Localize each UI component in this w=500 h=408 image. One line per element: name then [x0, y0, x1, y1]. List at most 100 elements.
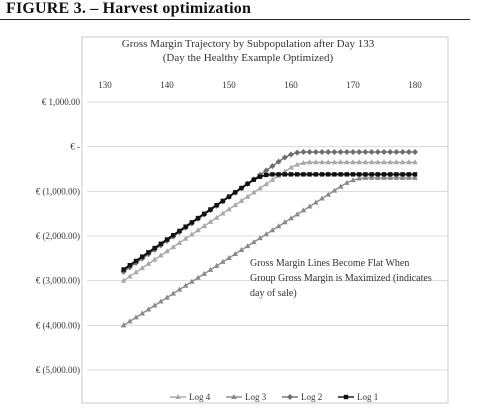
data-point: [171, 233, 176, 238]
data-point: [213, 262, 220, 268]
data-point: [189, 220, 194, 225]
data-point: [300, 149, 307, 156]
data-point: [245, 181, 250, 186]
data-point: [139, 310, 145, 316]
data-point: [393, 149, 400, 156]
data-point: [301, 172, 306, 177]
data-point: [350, 172, 356, 177]
data-point: [393, 174, 400, 180]
data-point: [152, 245, 157, 251]
data-point: [356, 149, 363, 156]
y-tick-label: € (3,000.00): [36, 276, 80, 286]
y-tick-label: € (4,000.00): [36, 320, 80, 330]
series-group: [120, 149, 418, 328]
data-point: [251, 239, 257, 245]
data-point: [399, 159, 406, 165]
x-tick-label: 150: [222, 80, 236, 90]
data-point: [251, 189, 257, 195]
data-point: [208, 207, 213, 212]
data-point: [406, 159, 412, 165]
data-point: [405, 149, 412, 156]
data-point: [369, 172, 374, 177]
data-point: [170, 244, 176, 250]
data-point: [140, 254, 145, 259]
series-log-1: [121, 172, 418, 272]
data-point: [356, 159, 362, 165]
data-point: [176, 286, 183, 292]
data-point: [344, 172, 349, 177]
data-point: [295, 172, 300, 177]
data-point: [251, 177, 256, 182]
data-point: [343, 394, 349, 400]
data-point: [195, 227, 201, 233]
data-point: [306, 159, 313, 165]
data-point: [362, 159, 369, 165]
data-point: [120, 277, 127, 283]
data-point: [195, 274, 201, 280]
data-point: [294, 149, 301, 156]
data-point: [270, 172, 275, 177]
data-point: [319, 195, 325, 201]
legend-label: Log 2: [301, 392, 322, 402]
data-point: [350, 177, 356, 183]
annotation-text: Gross Margin Lines Become Flat When Grou…: [250, 258, 434, 299]
data-point: [337, 159, 344, 165]
data-point: [145, 260, 152, 266]
data-point: [201, 270, 207, 276]
data-point: [331, 159, 338, 165]
data-point: [368, 159, 375, 165]
data-point: [189, 278, 195, 284]
data-point: [151, 256, 158, 262]
chart-title: Gross Margin Trajectory by Subpopulation…: [122, 38, 375, 50]
figure-title: FIGURE 3. – Harvest optimization: [6, 0, 252, 17]
data-point: [399, 174, 406, 180]
data-point: [412, 172, 418, 177]
data-point: [294, 211, 300, 217]
annotation: Gross Margin Lines Become Flat When Grou…: [250, 258, 434, 299]
x-tick-label: 130: [98, 80, 112, 90]
data-point: [375, 159, 381, 165]
data-point: [381, 172, 387, 177]
data-point: [226, 206, 232, 212]
data-point: [232, 202, 238, 208]
data-point: [350, 159, 356, 165]
legend-label: Log 1: [357, 392, 378, 402]
data-point: [412, 159, 418, 165]
data-point: [325, 191, 331, 197]
data-point: [220, 210, 226, 216]
data-point: [226, 254, 232, 260]
data-point: [331, 149, 338, 156]
series-log-3: [120, 174, 418, 328]
chart-frame: [81, 36, 449, 404]
data-point: [182, 235, 189, 241]
data-point: [213, 214, 220, 220]
data-point: [202, 211, 207, 216]
data-point: [133, 314, 139, 320]
data-point: [381, 174, 387, 180]
data-point: [319, 149, 325, 156]
x-tick-label: 160: [284, 80, 298, 90]
data-point: [263, 231, 269, 237]
data-point: [120, 322, 127, 328]
data-point: [374, 149, 381, 156]
legend-label: Log 4: [189, 392, 211, 402]
data-point: [257, 235, 263, 241]
data-point: [394, 172, 399, 177]
data-point: [300, 207, 307, 213]
y-tick-label: € 1,000.00: [42, 97, 81, 107]
data-point: [281, 154, 288, 161]
data-point: [201, 223, 207, 229]
data-point: [412, 174, 418, 180]
data-point: [158, 241, 163, 246]
y-tick-label: € -: [70, 142, 80, 152]
data-point: [399, 149, 406, 156]
data-point: [269, 176, 276, 182]
data-point: [343, 149, 350, 156]
y-tick-label: € (5,000.00): [36, 365, 80, 375]
data-point: [288, 215, 294, 221]
data-point: [338, 172, 343, 177]
data-point: [344, 159, 350, 165]
data-point: [331, 187, 338, 193]
data-point: [220, 258, 226, 264]
data-point: [158, 298, 164, 304]
